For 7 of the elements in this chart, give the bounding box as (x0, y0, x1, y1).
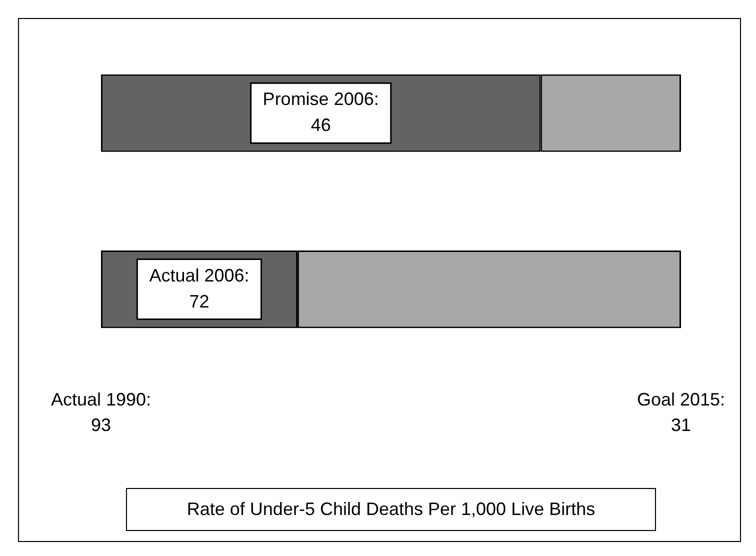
x-tick-label: 93 (90, 415, 112, 436)
x-tick-label: 31 (670, 415, 692, 436)
x-axis-title: Rate of Under-5 Child Deaths Per 1,000 Live Births (126, 488, 656, 531)
data-label: Actual 2006: 72 (149, 265, 250, 312)
data-label: Promise 2006: 46 (262, 89, 379, 136)
text: Goal 2015: (636, 389, 726, 410)
text: Actual 1990: (50, 389, 152, 410)
